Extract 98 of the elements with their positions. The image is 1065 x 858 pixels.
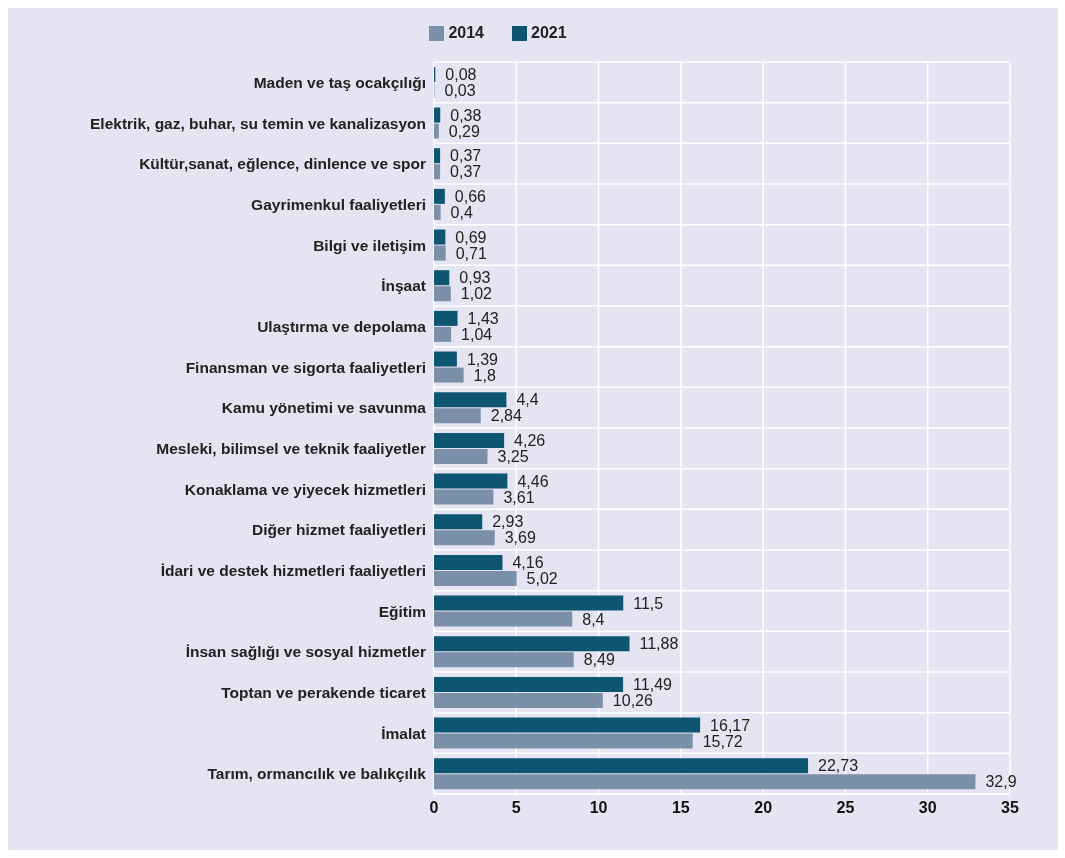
bar: [434, 408, 481, 424]
data-label: 1,8: [473, 366, 496, 384]
bar: [434, 326, 452, 342]
bar: [434, 392, 507, 408]
data-label: 0,29: [448, 122, 481, 140]
y-tick-label: Ulaştırma ve depolama: [257, 317, 427, 335]
bar: [434, 514, 483, 530]
data-label: 0,93: [459, 269, 491, 287]
data-label: 8,49: [583, 651, 615, 669]
x-tick-label: 5: [511, 799, 521, 817]
bar: [434, 774, 976, 790]
data-label: 0,69: [455, 228, 487, 246]
data-label: 3,61: [503, 488, 535, 506]
bar: [434, 570, 517, 586]
y-tick-label: Maden ve taş ocakçılığı: [253, 73, 426, 91]
y-tick-label: İnşaat: [381, 277, 426, 295]
x-tick-label: 0: [429, 799, 439, 817]
data-label: 11,5: [633, 594, 664, 612]
y-tick-label: Mesleki, bilimsel ve teknik faaliyetler: [156, 439, 426, 457]
data-label: 2,84: [490, 407, 522, 425]
data-label: 3,69: [504, 529, 536, 547]
data-label: 2,93: [492, 513, 524, 531]
bar: [434, 448, 488, 464]
bar: [434, 489, 494, 505]
data-label: 0,37: [450, 163, 482, 181]
x-tick-label: 25: [836, 799, 855, 817]
y-tick-label: İmalat: [381, 724, 426, 742]
bar: [434, 758, 809, 774]
legend-label: 2014: [448, 24, 484, 41]
data-label: 11,49: [633, 675, 673, 693]
data-label: 1,43: [467, 309, 499, 327]
data-label: 4,26: [514, 431, 546, 449]
y-tick-label: Kültür,sanat, eğlence, dinlence ve spor: [139, 155, 426, 173]
bar: [434, 107, 441, 123]
y-tick-label: İnsan sağlığı ve sosyal hizmetler: [185, 643, 426, 661]
data-label: 8,4: [582, 610, 605, 628]
y-tick-label: Konaklama ve yiyecek hizmetleri: [184, 480, 426, 498]
bar: [434, 652, 574, 668]
bar: [434, 473, 508, 489]
bar: [434, 310, 458, 326]
bar: [434, 367, 464, 383]
data-label: 10,26: [612, 691, 653, 709]
y-tick-label: Bilgi ve iletişim: [313, 236, 426, 254]
y-tick-label: Diğer hizmet faaliyetleri: [251, 521, 426, 539]
data-label: 0,71: [455, 244, 487, 262]
data-label: 16,17: [710, 716, 751, 734]
data-label: 0,4: [450, 203, 473, 221]
data-label: 0,38: [450, 106, 482, 124]
data-label: 4,16: [512, 553, 544, 571]
x-tick-label: 20: [754, 799, 773, 817]
data-label: 0,66: [454, 187, 487, 205]
bar: [434, 229, 446, 245]
x-tick-label: 15: [671, 799, 690, 817]
bar: [434, 148, 441, 164]
data-label: 11,88: [639, 635, 679, 653]
bar: [434, 270, 450, 286]
data-label: 0,37: [450, 147, 482, 165]
data-label: 15,72: [702, 732, 743, 750]
data-label: 1,39: [466, 350, 499, 368]
bar: [434, 611, 573, 627]
bar: [434, 733, 693, 749]
bar: [434, 123, 439, 139]
bar: [434, 595, 624, 611]
y-tick-label: Tarım, ormancılık ve balıkçılık: [207, 765, 427, 783]
x-tick-label: 35: [1001, 799, 1019, 817]
data-label: 4,46: [517, 472, 549, 490]
bar: [434, 432, 505, 448]
bar: [434, 554, 503, 570]
bar: [434, 164, 441, 180]
y-tick-label: Toptan ve perakende ticaret: [221, 683, 426, 701]
y-tick-label: Elektrik, gaz, buhar, su temin ve kanalizasyon: [90, 114, 426, 132]
y-tick-label: Kamu yönetimi ve savunma: [221, 399, 427, 417]
bar: [434, 530, 495, 546]
bar: [434, 692, 603, 708]
legend-label: 2021: [531, 24, 567, 41]
data-label: 32,9: [985, 773, 1017, 791]
bar: [434, 717, 701, 733]
data-label: 4,4: [516, 391, 539, 409]
bar: [434, 636, 630, 652]
data-label: 5,02: [526, 569, 558, 587]
y-tick-label: Gayrimenkul faaliyetleri: [251, 195, 426, 213]
data-label: 22,73: [818, 757, 859, 775]
data-label: 1,04: [461, 325, 493, 343]
bar: [434, 286, 451, 302]
bar: [434, 188, 445, 204]
data-label: 0,08: [445, 65, 477, 83]
data-label: 3,25: [497, 447, 529, 465]
x-tick-label: 30: [918, 799, 937, 817]
y-tick-label: Eğitim: [378, 602, 426, 620]
x-tick-label: 10: [589, 799, 608, 817]
data-label: 1,02: [460, 285, 493, 303]
y-tick-label: Finansman ve sigorta faaliyetleri: [185, 358, 426, 376]
bar: [434, 204, 441, 220]
bar: [434, 245, 446, 261]
bar: [434, 676, 624, 692]
data-label: 0,03: [444, 81, 476, 99]
y-tick-label: İdari ve destek hizmetleri faaliyetleri: [160, 561, 426, 579]
bar: [434, 351, 457, 367]
